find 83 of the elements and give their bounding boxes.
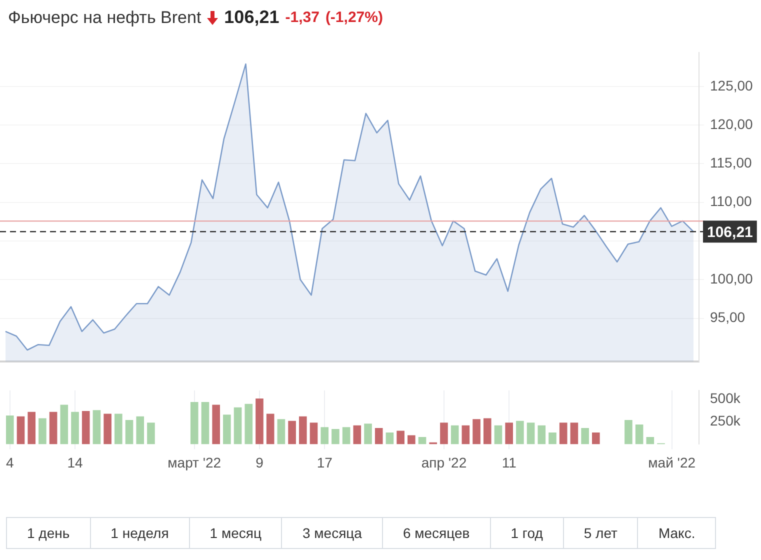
bar bbox=[374, 428, 383, 444]
bar bbox=[538, 425, 546, 444]
bar bbox=[505, 422, 513, 444]
bar bbox=[223, 414, 231, 444]
text: 1 неделя bbox=[90, 518, 189, 548]
bar bbox=[516, 420, 524, 444]
bar bbox=[396, 430, 404, 444]
text: 6 месяцев bbox=[382, 518, 490, 548]
bar bbox=[646, 437, 654, 444]
bar bbox=[494, 425, 502, 444]
bar bbox=[526, 422, 535, 444]
bar bbox=[548, 432, 556, 444]
bar bbox=[581, 428, 589, 444]
x-tick-label: 17 bbox=[316, 454, 333, 470]
y-tick-label: 100,00 bbox=[710, 270, 754, 287]
bar bbox=[364, 424, 372, 444]
bar bbox=[332, 428, 340, 444]
bar bbox=[60, 404, 68, 444]
bar bbox=[440, 422, 448, 444]
text: (-1,27%) bbox=[325, 9, 383, 26]
text: 5 лет bbox=[562, 518, 638, 548]
bar bbox=[244, 404, 253, 444]
bar bbox=[212, 404, 220, 444]
text: 106,21 bbox=[224, 7, 280, 28]
x-tick-label: 9 bbox=[256, 454, 264, 470]
bar bbox=[49, 412, 58, 444]
bar bbox=[28, 412, 36, 444]
bar bbox=[16, 416, 25, 444]
x-tick-label: апр '22 bbox=[421, 454, 467, 470]
bar bbox=[71, 412, 79, 444]
y-tick-label: 120,00 bbox=[710, 116, 754, 132]
x-tick-label: май '22 bbox=[648, 454, 696, 470]
bar bbox=[277, 419, 286, 444]
text: Макс. bbox=[637, 518, 716, 548]
x-tick-label: 11 bbox=[502, 454, 517, 470]
ref-line-label: 106,21 bbox=[707, 224, 753, 241]
bar bbox=[92, 410, 101, 444]
bar bbox=[450, 425, 459, 444]
bar bbox=[201, 402, 210, 444]
chart-title: Фьючерс на нефть Brent bbox=[8, 8, 202, 28]
y-tick-label: 95,00 bbox=[710, 309, 746, 326]
bar bbox=[266, 414, 274, 444]
bar bbox=[147, 422, 155, 444]
text: 1 месяц bbox=[188, 518, 282, 548]
bar bbox=[136, 416, 144, 444]
bar bbox=[82, 411, 90, 444]
x-tick-label: март '22 bbox=[168, 454, 222, 470]
x-tick-label: 4 bbox=[6, 454, 14, 470]
bar bbox=[592, 432, 600, 444]
bar bbox=[353, 425, 362, 444]
bar bbox=[6, 416, 14, 444]
bar bbox=[559, 422, 568, 444]
bar bbox=[386, 432, 394, 444]
bar bbox=[256, 398, 264, 444]
y-tick-label: 110,00 bbox=[710, 193, 752, 210]
bar bbox=[483, 418, 492, 444]
bar bbox=[288, 420, 296, 444]
text: 1 день bbox=[26, 524, 71, 543]
bar bbox=[342, 427, 350, 444]
text: 3 месяца bbox=[281, 518, 382, 548]
y-tick-label: 125,00 bbox=[710, 77, 754, 94]
bar bbox=[310, 422, 318, 444]
bar bbox=[320, 427, 329, 444]
text: 1 год bbox=[490, 518, 563, 548]
text: -1,37 bbox=[285, 9, 320, 26]
bar bbox=[114, 414, 122, 444]
bar bbox=[104, 414, 112, 444]
bar bbox=[190, 402, 198, 444]
y-tick-label: 500k bbox=[710, 390, 742, 406]
y-tick-label: 250k bbox=[710, 412, 742, 429]
bar bbox=[234, 407, 242, 444]
bar bbox=[408, 435, 416, 444]
y-tick-label: 115,00 bbox=[710, 154, 752, 171]
bar bbox=[38, 418, 46, 444]
x-tick-label: 14 bbox=[67, 454, 84, 470]
bar bbox=[298, 416, 307, 444]
bar bbox=[462, 425, 470, 444]
bar bbox=[125, 420, 134, 444]
bar bbox=[570, 422, 578, 444]
bar bbox=[418, 437, 426, 444]
bar bbox=[624, 420, 632, 444]
bar bbox=[635, 424, 644, 444]
bar bbox=[472, 419, 480, 444]
